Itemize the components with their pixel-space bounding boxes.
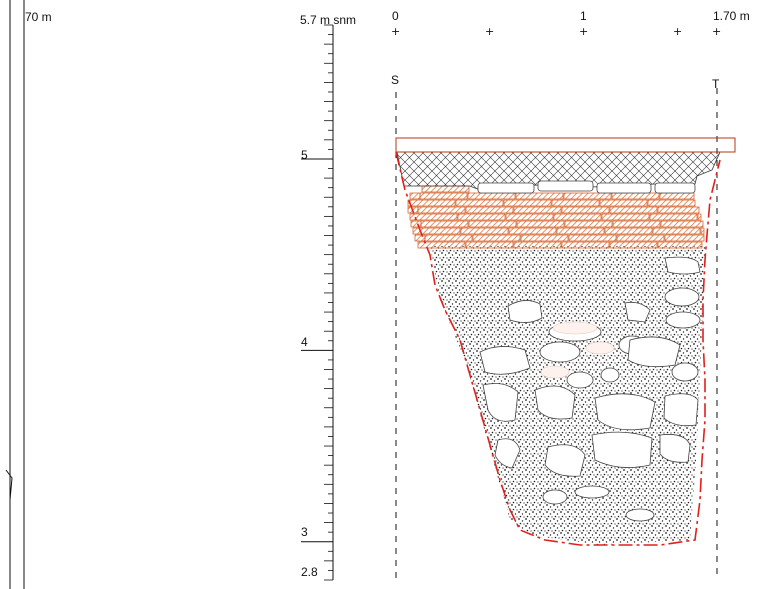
brick bbox=[611, 192, 660, 200]
brick bbox=[505, 213, 554, 221]
horizontal-label-1: 1 bbox=[580, 9, 587, 23]
brick bbox=[563, 192, 612, 200]
elevation-label-2-8: 2.8 bbox=[301, 565, 318, 579]
brick bbox=[410, 220, 422, 228]
brick bbox=[647, 199, 696, 207]
brick bbox=[419, 192, 468, 200]
brick bbox=[599, 199, 648, 207]
elevation-label-5: 5 bbox=[301, 148, 308, 162]
elevation-scale bbox=[301, 24, 334, 581]
brick bbox=[609, 206, 658, 214]
elevation-label-3: 3 bbox=[301, 525, 308, 539]
elevation-label-4: 4 bbox=[301, 335, 308, 349]
horizontal-label-0: 0 bbox=[392, 9, 399, 23]
brick bbox=[513, 206, 562, 214]
scale-cross-mark: + bbox=[712, 25, 721, 38]
top-stones bbox=[477, 180, 696, 194]
brick bbox=[409, 213, 458, 221]
brick bbox=[467, 192, 516, 200]
fill-stones bbox=[479, 256, 701, 522]
brick bbox=[465, 206, 514, 214]
brick bbox=[465, 241, 514, 249]
brick bbox=[553, 213, 602, 221]
elevation-top-label: 5.7 m snm bbox=[300, 13, 356, 27]
brick bbox=[513, 241, 562, 249]
scale-cross-mark: + bbox=[673, 25, 682, 38]
top-slab bbox=[395, 137, 736, 153]
scale-cross-mark: + bbox=[391, 25, 400, 38]
brick bbox=[649, 213, 698, 221]
brick bbox=[551, 199, 600, 207]
horizontal-scale: 0 1 1.70 m + + + + + bbox=[391, 9, 750, 38]
brick bbox=[561, 241, 610, 249]
pit-outline bbox=[395, 151, 721, 546]
brick bbox=[657, 206, 700, 214]
brick bbox=[417, 206, 466, 214]
brick bbox=[421, 185, 470, 193]
brick bbox=[700, 227, 705, 235]
brick bbox=[472, 234, 521, 242]
brick bbox=[412, 227, 461, 235]
brick bbox=[503, 199, 552, 207]
brick bbox=[697, 213, 702, 221]
section-point-s: S bbox=[391, 73, 399, 87]
brick bbox=[664, 234, 705, 242]
scale-cross-mark: + bbox=[579, 25, 588, 38]
section-point-t: T bbox=[712, 77, 720, 91]
brick bbox=[409, 192, 421, 200]
brick bbox=[564, 220, 613, 228]
horizontal-label-end: 1.70 m bbox=[713, 9, 750, 23]
left-distance-label: 70 m bbox=[25, 10, 52, 24]
brick bbox=[657, 241, 703, 249]
brick bbox=[468, 220, 517, 228]
brick bbox=[515, 192, 564, 200]
brick bbox=[508, 227, 557, 235]
brick bbox=[616, 234, 665, 242]
brick bbox=[601, 213, 650, 221]
brick bbox=[659, 192, 695, 200]
brick-layers bbox=[407, 185, 705, 249]
brick bbox=[660, 220, 704, 228]
brick bbox=[460, 227, 509, 235]
brick bbox=[652, 227, 701, 235]
brick bbox=[414, 234, 426, 242]
brick bbox=[407, 199, 456, 207]
brick bbox=[556, 227, 605, 235]
left-frame bbox=[5, 0, 25, 589]
brick bbox=[457, 213, 506, 221]
brick bbox=[516, 220, 565, 228]
brick bbox=[520, 234, 569, 242]
brick bbox=[417, 241, 466, 249]
brick bbox=[424, 234, 473, 242]
brick bbox=[561, 206, 610, 214]
fill-stones-faint bbox=[540, 321, 615, 379]
brick bbox=[568, 234, 617, 242]
brick bbox=[420, 220, 469, 228]
brick bbox=[612, 220, 661, 228]
brick bbox=[609, 241, 658, 249]
scale-cross-mark: + bbox=[485, 25, 494, 38]
brick bbox=[455, 199, 504, 207]
brick bbox=[604, 227, 653, 235]
